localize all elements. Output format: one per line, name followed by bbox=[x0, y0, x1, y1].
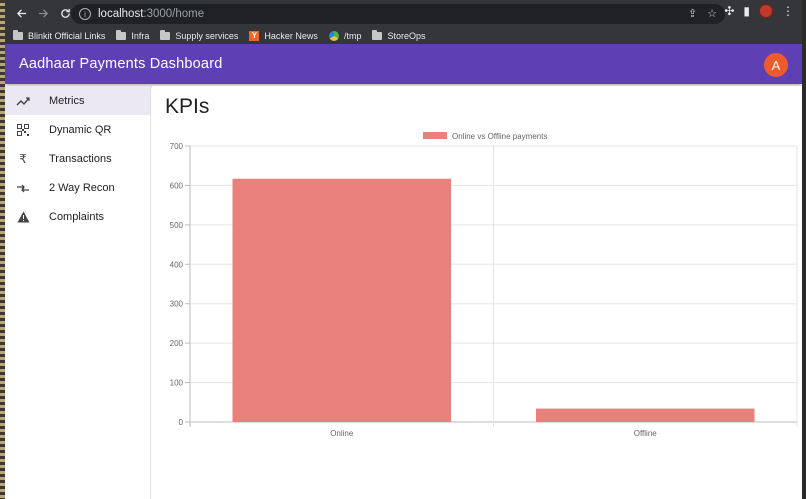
url-path: :3000/home bbox=[143, 8, 205, 20]
arrow-right-icon bbox=[38, 9, 48, 18]
qr-code-icon bbox=[15, 122, 31, 138]
compare-arrows-icon bbox=[15, 180, 31, 196]
x-tick-label: Online bbox=[330, 429, 354, 438]
bookmark-label: Blinkit Official Links bbox=[28, 30, 106, 41]
url-text: localhost:3000/home bbox=[98, 8, 204, 20]
page-title: KPIs bbox=[165, 95, 210, 118]
app-title: Aadhaar Payments Dashboard bbox=[19, 56, 223, 72]
address-bar[interactable]: i localhost:3000/home ⇪ ☆ bbox=[71, 4, 725, 24]
desktop-edge-left bbox=[0, 0, 5, 499]
forward-button[interactable] bbox=[33, 4, 53, 24]
share-icon[interactable]: ⇪ bbox=[687, 8, 698, 20]
sidebar-item-label: Metrics bbox=[49, 94, 85, 107]
bookmark-label: Hacker News bbox=[264, 30, 318, 41]
sidebar-item-label: Dynamic QR bbox=[49, 123, 112, 136]
sidebar-item-label: 2 Way Recon bbox=[49, 181, 115, 194]
bar-online bbox=[232, 178, 452, 422]
sidebar-item-label: Complaints bbox=[49, 210, 105, 223]
y-tick-label: 0 bbox=[179, 418, 184, 427]
user-avatar[interactable]: A bbox=[764, 53, 788, 77]
folder-icon bbox=[160, 29, 171, 40]
kebab-menu-icon[interactable]: ⋮ bbox=[782, 4, 794, 18]
y-tick-label: 700 bbox=[170, 142, 184, 151]
site-info-icon[interactable]: i bbox=[79, 8, 91, 20]
arrow-left-icon bbox=[16, 9, 26, 18]
extensions-puzzle-icon[interactable]: ✣ bbox=[724, 4, 735, 18]
side-panel-icon[interactable]: ▮ bbox=[743, 4, 750, 18]
bookmarks-bar: Blinkit Official Links Infra Supply serv… bbox=[5, 27, 802, 44]
folder-icon bbox=[13, 29, 23, 40]
hacker-news-icon: Y bbox=[249, 30, 260, 41]
tmp-favicon-icon bbox=[328, 30, 339, 41]
bar-offline bbox=[535, 408, 755, 422]
y-tick-label: 400 bbox=[170, 260, 184, 269]
bar-chart: Online vs Offline payments 0 100 200 300 400 5… bbox=[170, 132, 798, 438]
sidebar-item-transactions[interactable]: ₹ Transactions bbox=[5, 144, 150, 173]
folder-icon bbox=[372, 29, 383, 40]
legend-label: Online vs Offline payments bbox=[452, 132, 547, 141]
back-button[interactable] bbox=[11, 4, 31, 24]
y-tick-label: 600 bbox=[170, 181, 184, 190]
sidebar-item-metrics[interactable]: Metrics bbox=[5, 86, 150, 115]
rupee-icon: ₹ bbox=[19, 151, 27, 166]
browser-toolbar: i localhost:3000/home ⇪ ☆ ✣ ▮ ⋮ bbox=[5, 0, 802, 27]
y-tick-label: 300 bbox=[170, 300, 184, 309]
sidebar-item-label: Transactions bbox=[49, 152, 112, 165]
sidebar-nav: Metrics Dynamic QR ₹ Transactions 2 Way … bbox=[5, 86, 151, 499]
y-tick-label: 500 bbox=[170, 221, 184, 230]
extensions-area: ✣ ▮ ⋮ bbox=[724, 4, 802, 18]
bookmark-label: StoreOps bbox=[387, 30, 426, 41]
sidebar-item-2-way-recon[interactable]: 2 Way Recon bbox=[5, 173, 150, 202]
url-host: localhost bbox=[98, 8, 144, 20]
bookmark-blinkit[interactable]: Blinkit Official Links bbox=[13, 29, 106, 41]
x-tick-label: Offline bbox=[634, 429, 658, 438]
browser-window: i localhost:3000/home ⇪ ☆ ✣ ▮ ⋮ Blinkit … bbox=[5, 0, 802, 499]
bookmark-supply-services[interactable]: Supply services bbox=[160, 29, 239, 41]
sidebar-item-dynamic-qr[interactable]: Dynamic QR bbox=[5, 115, 150, 144]
bookmark-tmp[interactable]: /tmp bbox=[328, 30, 362, 41]
trending-up-icon bbox=[15, 93, 31, 109]
desktop-edge-right bbox=[802, 0, 806, 499]
warning-icon bbox=[15, 209, 31, 225]
bookmark-label: Supply services bbox=[175, 30, 239, 41]
bookmark-storeops[interactable]: StoreOps bbox=[372, 29, 426, 41]
bookmark-label: /tmp bbox=[343, 30, 362, 41]
reload-button[interactable] bbox=[55, 4, 75, 24]
profile-avatar-icon[interactable] bbox=[759, 4, 773, 18]
reload-icon bbox=[60, 8, 70, 18]
bookmark-label: Infra bbox=[131, 30, 150, 41]
bookmark-infra[interactable]: Infra bbox=[116, 29, 150, 41]
sidebar-item-complaints[interactable]: Complaints bbox=[5, 202, 150, 231]
app-bar: Aadhaar Payments Dashboard A bbox=[5, 44, 802, 84]
bookmark-hacker-news[interactable]: Y Hacker News bbox=[249, 30, 318, 41]
y-tick-label: 200 bbox=[170, 339, 184, 348]
main-content: KPIs Online vs Offline payments 0 100 200 30… bbox=[152, 86, 802, 499]
folder-icon bbox=[116, 29, 127, 40]
bookmark-star-icon[interactable]: ☆ bbox=[707, 8, 717, 20]
y-tick-label: 100 bbox=[170, 379, 184, 388]
legend-swatch bbox=[423, 132, 447, 139]
